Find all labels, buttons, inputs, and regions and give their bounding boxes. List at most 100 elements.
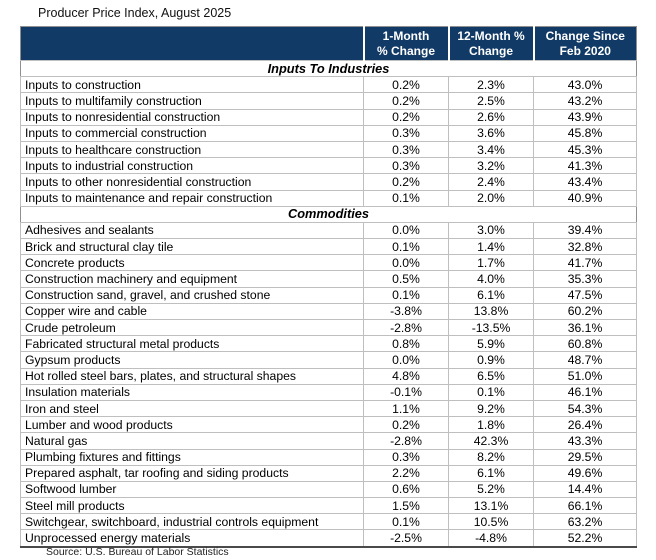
cell-1-month-change: 0.6% (363, 480, 449, 499)
section-row: Commodities (20, 205, 637, 223)
cell-change-since-feb-2020: 26.4% (533, 416, 637, 434)
cell-12-month-change: 3.2% (448, 157, 534, 175)
table-header: 1-Month% Change 12-Month % Change Change … (20, 26, 637, 61)
table-row: Brick and structural clay tile 0.1% 1.4% 32… (20, 238, 637, 256)
cell-12-month-change: 3.6% (448, 124, 534, 142)
cell-1-month-change: 0.8% (363, 335, 449, 353)
cell-change-since-feb-2020: 43.9% (533, 108, 637, 126)
table-row: Inputs to construction 0.2% 2.3% 43.0% (20, 76, 637, 94)
table-body: Inputs To Industries Inputs to constructi… (20, 59, 637, 548)
cell-12-month-change: -4.8% (448, 529, 534, 548)
cell-change-since-feb-2020: 45.3% (533, 140, 637, 159)
row-label: Crude petroleum (20, 318, 364, 337)
header-1-month-change: 1-Month% Change (362, 26, 449, 61)
cell-1-month-change: 1.1% (363, 399, 449, 418)
table-row: Insulation materials -0.1% 0.1% 46.1% (20, 383, 637, 401)
cell-change-since-feb-2020: 45.8% (533, 124, 637, 142)
cell-1-month-change: 0.2% (363, 173, 449, 191)
row-label: Unprocessed energy materials (20, 529, 364, 548)
cell-change-since-feb-2020: 29.5% (533, 448, 637, 466)
row-label: Inputs to healthcare construction (20, 140, 364, 159)
row-label: Brick and structural clay tile (20, 238, 364, 256)
cell-change-since-feb-2020: 43.2% (533, 92, 637, 110)
row-label: Steel mill products (20, 497, 364, 515)
cell-12-month-change: 1.7% (448, 254, 534, 272)
cell-1-month-change: 0.0% (363, 254, 449, 272)
cell-1-month-change: -2.8% (363, 432, 449, 450)
cell-1-month-change: 0.3% (363, 124, 449, 142)
cell-1-month-change: 0.2% (363, 416, 449, 434)
cell-12-month-change: 8.2% (448, 448, 534, 466)
cell-12-month-change: 3.4% (448, 140, 534, 159)
cell-12-month-change: 6.5% (448, 367, 534, 385)
row-label: Inputs to commercial construction (20, 124, 364, 142)
cell-change-since-feb-2020: 46.1% (533, 383, 637, 401)
cell-change-since-feb-2020: 49.6% (533, 464, 637, 482)
table-row: Unprocessed energy materials -2.5% -4.8% 52… (20, 529, 637, 548)
table-row: Gypsum products 0.0% 0.9% 48.7% (20, 351, 637, 369)
row-label: Inputs to construction (20, 76, 364, 94)
cell-12-month-change: 6.1% (448, 464, 534, 482)
cell-1-month-change: 0.1% (363, 286, 449, 304)
cell-12-month-change: 2.6% (448, 108, 534, 126)
cell-1-month-change: 4.8% (363, 367, 449, 385)
table-row: Construction sand, gravel, and crushed s… (20, 286, 637, 304)
row-label: Inputs to nonresidential construction (20, 108, 364, 126)
cell-1-month-change: 0.5% (363, 270, 449, 288)
row-label: Inputs to other nonresidential construct… (20, 173, 364, 191)
cell-change-since-feb-2020: 52.2% (533, 529, 637, 548)
cell-12-month-change: -13.5% (448, 318, 534, 337)
cell-12-month-change: 13.8% (448, 302, 534, 321)
row-label: Fabricated structural metal products (20, 335, 364, 353)
cell-1-month-change: 0.2% (363, 92, 449, 110)
cell-1-month-change: 0.1% (363, 238, 449, 256)
cell-12-month-change: 5.9% (448, 335, 534, 353)
cell-change-since-feb-2020: 32.8% (533, 238, 637, 256)
cell-1-month-change: 0.2% (363, 108, 449, 126)
row-label: Plumbing fixtures and fittings (20, 448, 364, 466)
page-title: Producer Price Index, August 2025 (38, 6, 232, 20)
cell-1-month-change: 0.0% (363, 221, 449, 240)
row-label: Adhesives and sealants (20, 221, 364, 240)
cell-12-month-change: 9.2% (448, 399, 534, 418)
cell-change-since-feb-2020: 35.3% (533, 270, 637, 288)
table-row: Inputs to maintenance and repair constru… (20, 189, 637, 207)
header-12-month-line1: 12-Month % (457, 29, 525, 43)
cell-1-month-change: -3.8% (363, 302, 449, 321)
cell-change-since-feb-2020: 60.2% (533, 302, 637, 321)
table-row: Iron and steel 1.1% 9.2% 54.3% (20, 399, 637, 418)
cell-change-since-feb-2020: 41.7% (533, 254, 637, 272)
header-12-month-line2: Change (468, 43, 513, 58)
cell-12-month-change: 0.1% (448, 383, 534, 401)
table-row: Construction machinery and equipment 0.5%… (20, 270, 637, 288)
row-label: Lumber and wood products (20, 416, 364, 434)
table-row: Fabricated structural metal products 0.8%… (20, 335, 637, 353)
row-label: Inputs to maintenance and repair constru… (20, 189, 364, 207)
cell-12-month-change: 0.9% (448, 351, 534, 369)
row-label: Inputs to industrial construction (20, 157, 364, 175)
row-label: Concrete products (20, 254, 364, 272)
row-label: Switchgear, switchboard, industrial cont… (20, 513, 364, 531)
cell-12-month-change: 2.0% (448, 189, 534, 207)
cell-change-since-feb-2020: 48.7% (533, 351, 637, 369)
cell-change-since-feb-2020: 54.3% (533, 399, 637, 418)
table-row: Plumbing fixtures and fittings 0.3% 8.2% 29… (20, 448, 637, 466)
table-row: Crude petroleum -2.8% -13.5% 36.1% (20, 318, 637, 337)
table-row: Lumber and wood products 0.2% 1.8% 26.4% (20, 416, 637, 434)
header-empty-cell (20, 26, 364, 61)
cell-1-month-change: 0.2% (363, 76, 449, 94)
header-change-since-feb-2020: Change Since Feb 2020 (532, 26, 637, 61)
table-row: Inputs to other nonresidential construct… (20, 173, 637, 191)
ppi-table: 1-Month% Change 12-Month % Change Change … (20, 26, 637, 548)
source-note: Source: U.S. Bureau of Labor Statistics (46, 546, 229, 558)
cell-12-month-change: 3.0% (448, 221, 534, 240)
table-row: Adhesives and sealants 0.0% 3.0% 39.4% (20, 221, 637, 240)
cell-change-since-feb-2020: 14.4% (533, 480, 637, 499)
cell-change-since-feb-2020: 51.0% (533, 367, 637, 385)
table-row: Switchgear, switchboard, industrial cont… (20, 513, 637, 531)
cell-12-month-change: 2.3% (448, 76, 534, 94)
cell-change-since-feb-2020: 39.4% (533, 221, 637, 240)
row-label: Hot rolled steel bars, plates, and struc… (20, 367, 364, 385)
table-row: Inputs to nonresidential construction 0.2… (20, 108, 637, 126)
table-row: Natural gas -2.8% 42.3% 43.3% (20, 432, 637, 450)
